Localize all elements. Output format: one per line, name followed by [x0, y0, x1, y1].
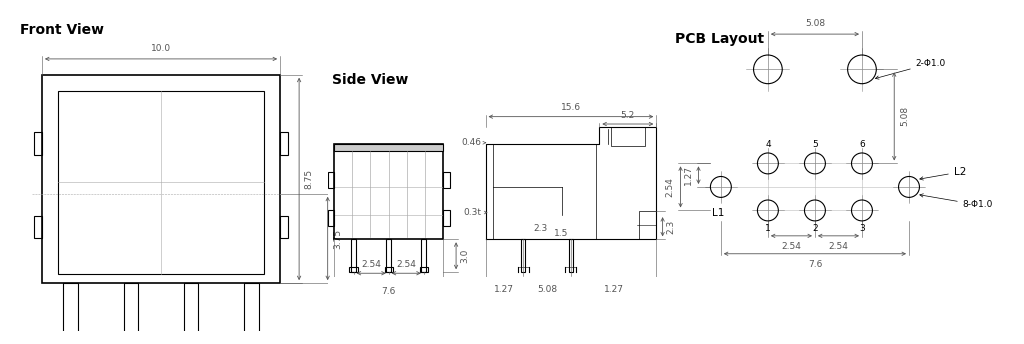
Bar [385, 267, 393, 272]
Text: 2.3: 2.3 [534, 224, 547, 233]
Bar [521, 239, 525, 272]
Bar [420, 267, 428, 272]
Text: L1: L1 [712, 208, 724, 218]
Text: 4: 4 [765, 140, 771, 149]
Bar [610, 127, 645, 146]
Text: 1.27: 1.27 [495, 285, 514, 294]
Text: 5.08: 5.08 [537, 285, 557, 294]
Text: 2.54: 2.54 [666, 177, 675, 197]
Text: 3: 3 [859, 225, 865, 234]
Text: 1.27: 1.27 [683, 165, 692, 185]
Text: 0.46: 0.46 [462, 138, 481, 147]
Bar [568, 239, 573, 272]
Text: 2.54: 2.54 [781, 242, 802, 251]
Bar [386, 239, 391, 272]
Text: 3.0: 3.0 [460, 249, 469, 263]
Text: 0.3t: 0.3t [463, 208, 481, 217]
Text: 2.3: 2.3 [667, 220, 676, 234]
Bar [184, 283, 199, 344]
Text: 2.54: 2.54 [396, 260, 416, 269]
Text: 1.5: 1.5 [554, 229, 568, 238]
Text: 15.6: 15.6 [561, 104, 581, 112]
Text: 2: 2 [812, 225, 818, 234]
Bar [328, 172, 334, 188]
Text: 2.54: 2.54 [361, 260, 381, 269]
Bar [351, 239, 356, 272]
Text: 1.27: 1.27 [603, 285, 624, 294]
Bar [443, 210, 450, 226]
Text: Side View: Side View [332, 73, 409, 87]
Bar [57, 91, 264, 273]
Text: 5.2: 5.2 [621, 111, 635, 120]
Text: PCB Layout: PCB Layout [675, 32, 764, 46]
Bar [120, 342, 141, 344]
Text: 3.75: 3.75 [334, 228, 342, 248]
Text: 2.54: 2.54 [828, 242, 849, 251]
Bar [241, 342, 262, 344]
Bar [334, 143, 443, 151]
Text: 5: 5 [812, 140, 818, 149]
Bar [421, 239, 426, 272]
Bar [63, 283, 78, 344]
Bar [349, 267, 358, 272]
Bar [639, 211, 656, 239]
Text: 8.75: 8.75 [305, 169, 313, 189]
Bar [245, 283, 259, 344]
Text: 7.6: 7.6 [808, 260, 822, 269]
Bar [443, 172, 450, 188]
Bar [59, 342, 81, 344]
Text: 7.6: 7.6 [382, 287, 396, 296]
Text: 10.0: 10.0 [151, 44, 171, 53]
Bar [328, 210, 334, 226]
Text: Front View: Front View [19, 23, 103, 37]
Text: 2-Φ1.0: 2-Φ1.0 [876, 59, 946, 79]
Bar [34, 132, 42, 155]
Bar [180, 342, 202, 344]
Bar [334, 143, 443, 239]
Text: 1: 1 [765, 225, 771, 234]
Text: 6: 6 [859, 140, 865, 149]
Bar [42, 75, 280, 283]
Bar [281, 216, 288, 238]
Bar [34, 216, 42, 238]
Text: L2: L2 [920, 167, 967, 180]
Text: 5.08: 5.08 [805, 19, 825, 28]
Text: 8-Φ1.0: 8-Φ1.0 [920, 194, 993, 209]
Bar [124, 283, 138, 344]
Bar [281, 132, 288, 155]
Text: 5.08: 5.08 [900, 106, 909, 127]
